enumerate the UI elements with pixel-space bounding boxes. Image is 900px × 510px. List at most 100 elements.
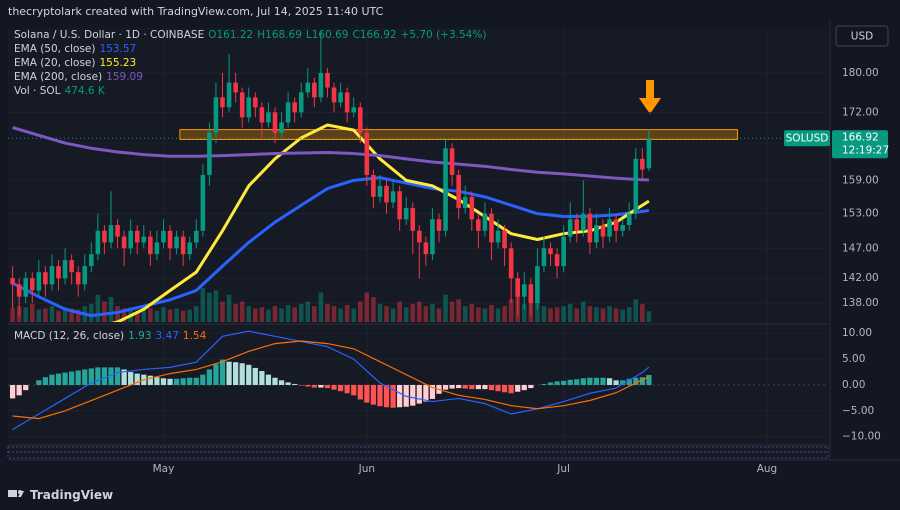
histogram-bar — [561, 380, 567, 385]
volume-bar — [357, 301, 363, 322]
volume-bar — [364, 292, 370, 322]
histogram-bar — [121, 369, 127, 385]
candle-body — [364, 132, 370, 175]
volume-bar — [594, 307, 599, 322]
histogram-bar — [233, 362, 239, 385]
candle-body — [456, 174, 461, 209]
histogram-bar — [646, 374, 652, 385]
candle-body — [613, 219, 619, 231]
candle-body — [128, 230, 133, 249]
candle-body — [49, 266, 55, 285]
histogram-bar — [488, 384, 495, 391]
ema-line — [11, 176, 650, 318]
currency-button[interactable] — [835, 25, 889, 47]
candle-body — [220, 97, 225, 108]
volume-bar — [495, 308, 501, 322]
histogram-bar — [587, 377, 593, 385]
y-tick-label: 153.00 — [842, 208, 879, 220]
candle-body — [259, 107, 265, 123]
histogram-bar — [55, 373, 62, 385]
volume-bar — [390, 308, 396, 322]
histogram-bar — [521, 384, 527, 391]
histogram-bar — [298, 384, 304, 386]
arrow-annotation — [639, 80, 661, 114]
volume-bar — [626, 307, 632, 322]
volume-bar — [272, 306, 278, 322]
volume-bar — [633, 299, 639, 322]
histogram-bar — [469, 384, 475, 390]
histogram-bar — [383, 384, 390, 408]
histogram-bar — [206, 369, 213, 385]
y-tick-label: 180.00 — [842, 67, 879, 79]
countdown: 12:19:27 — [842, 144, 889, 156]
legend-row: MACD (12, 26, close) 1.93 3.47 1.54 — [14, 329, 210, 343]
candle-body — [620, 225, 625, 231]
volume-bar — [521, 303, 527, 322]
histogram-bar — [160, 378, 167, 385]
volume-bar — [62, 307, 68, 322]
volume-bar — [377, 303, 383, 322]
candle-body — [567, 219, 573, 237]
candle-body — [148, 236, 153, 255]
histogram-bar — [180, 378, 186, 385]
histogram-bar — [397, 384, 403, 408]
volume-bar — [141, 309, 147, 322]
volume-bar — [36, 309, 42, 322]
candle-body — [141, 236, 147, 243]
volume-bar — [443, 294, 448, 322]
candle-body — [535, 266, 540, 303]
histogram-bar — [200, 374, 206, 385]
candle-body — [279, 122, 284, 133]
volume-bar — [292, 307, 297, 322]
candle-body — [167, 230, 173, 249]
volume-bar — [403, 307, 409, 322]
candle-body — [554, 254, 560, 267]
histogram-bar — [318, 384, 324, 388]
candle-body — [377, 185, 383, 197]
y-tick-label: −10.00 — [842, 431, 881, 443]
volume-bar — [95, 294, 101, 322]
histogram-bar — [482, 384, 488, 390]
candle-body — [318, 72, 324, 98]
candle-body — [285, 102, 291, 123]
candle-body — [193, 230, 199, 243]
ohlc-value: C166.92 — [352, 29, 397, 41]
candle-body — [16, 284, 22, 297]
volume-bar — [449, 301, 455, 322]
candle-body — [108, 225, 114, 243]
histogram-bar — [331, 384, 337, 390]
histogram-bar — [42, 377, 49, 385]
histogram-bar — [82, 369, 88, 385]
price-pane — [10, 30, 738, 322]
histogram-bar — [167, 378, 173, 385]
candle-body — [482, 213, 488, 231]
attribution: thecryptolark created with TradingView.c… — [8, 5, 384, 18]
candle-body — [436, 219, 442, 231]
y-tick-label: 5.00 — [842, 353, 865, 365]
candle-body — [233, 82, 238, 93]
candle-body — [43, 272, 48, 285]
volume-bar — [338, 308, 343, 322]
candle-body — [305, 82, 311, 93]
candle-body — [29, 278, 35, 291]
histogram-bar — [554, 381, 560, 385]
volume-bar — [187, 309, 193, 322]
volume-bar — [508, 299, 514, 322]
volume-bar — [174, 308, 179, 322]
candle-body — [489, 213, 494, 243]
candle-body — [462, 196, 468, 209]
histogram-bar — [357, 384, 363, 400]
volume-bar — [161, 307, 166, 322]
histogram-bar — [101, 367, 108, 385]
histogram-bar — [219, 359, 226, 385]
volume-bar — [607, 306, 612, 322]
candle-body — [423, 242, 429, 255]
candle-body — [626, 213, 632, 226]
histogram-bar — [193, 377, 199, 385]
histogram-bar — [508, 384, 514, 394]
histogram-bar — [423, 384, 429, 402]
candle-body — [640, 158, 645, 170]
y-tick-label: 138.00 — [842, 297, 879, 309]
volume-bar — [115, 306, 120, 322]
